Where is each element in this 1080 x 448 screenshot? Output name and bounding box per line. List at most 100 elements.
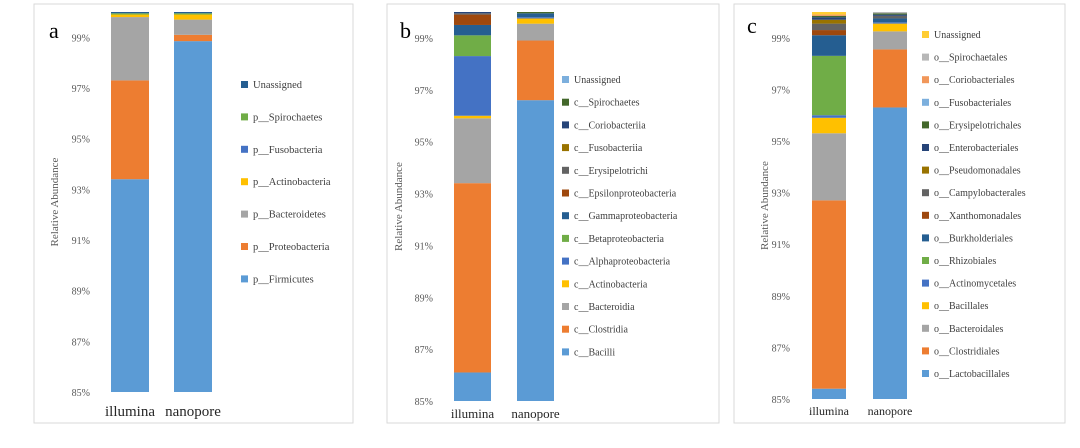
y-tick-label: 85% bbox=[772, 395, 790, 406]
bar-segment-nanopore-c-gammaproteobacteria bbox=[517, 13, 554, 18]
bar-segment-nanopore-p-proteobacteria bbox=[174, 34, 212, 42]
bar-segment-illumina-o-lactobacillales bbox=[812, 388, 846, 399]
bar-segment-nanopore-c-clostridia bbox=[517, 40, 554, 101]
legend-swatch-c-clostridia bbox=[562, 325, 569, 333]
y-tick-label: 97% bbox=[72, 84, 90, 95]
legend-swatch-o-actinomycetales bbox=[922, 279, 929, 287]
y-axis-title: Relative Abundance bbox=[49, 157, 61, 246]
bar-segment-nanopore-o-erysipelotrichales bbox=[873, 13, 907, 15]
y-tick-label: 89% bbox=[72, 287, 90, 298]
legend-label-c-gammaproteobacteria: c__Gammaproteobacteria bbox=[574, 211, 678, 222]
x-tick-label-illumina: illumina bbox=[451, 406, 495, 421]
chart-panel-c: c 85% 87% 89% 91% 93% 95% 97% 99% Relative Abunda… bbox=[733, 3, 1066, 424]
legend-swatch-c-bacteroidia bbox=[562, 303, 569, 310]
y-tick-label: 87% bbox=[72, 337, 90, 348]
bar-segment-illumina-o-rhizobiales bbox=[812, 55, 846, 116]
legend-swatch-o-xanthomonadales bbox=[922, 211, 929, 219]
legend-swatch-c-gammaproteobacteria bbox=[562, 212, 569, 220]
legend-swatch-c-fusobacteriia bbox=[562, 144, 569, 152]
bar-segment-illumina-o-actinomycetales bbox=[812, 115, 846, 118]
legend-label-c-erysipelotrichi: c__Erysipelotrichi bbox=[574, 166, 648, 177]
legend-label-c-clostridia: c__Clostridia bbox=[574, 325, 628, 336]
bar-segment-illumina-c-bacteroidia bbox=[454, 118, 491, 184]
y-tick-label: 93% bbox=[772, 189, 790, 200]
bar-segment-illumina-c-coriobacteriia bbox=[454, 12, 491, 14]
legend-label-unassigned: Unassigned bbox=[253, 80, 303, 91]
bar-segment-nanopore-p-firmicutes bbox=[174, 41, 212, 393]
legend-label-o-xanthomonadales: o__Xanthomonadales bbox=[934, 211, 1021, 222]
legend-swatch-c-spirochaetes bbox=[562, 98, 569, 106]
legend-swatch-p-bacteroidetes bbox=[241, 210, 248, 218]
bar-segment-illumina-c-clostridia bbox=[454, 183, 491, 373]
bar-segment-nanopore-o-lactobacillales bbox=[873, 107, 907, 400]
legend-swatch-c-betaproteobacteria bbox=[562, 234, 569, 242]
bar-segment-nanopore-o-clostridiales bbox=[873, 49, 907, 108]
legend-swatch-o-campylobacterales bbox=[922, 189, 929, 197]
y-axis-title: Relative Abundance bbox=[393, 162, 405, 251]
bar-segment-illumina-c-erysipelotrichi bbox=[454, 13, 491, 15]
legend-swatch-o-fusobacteriales bbox=[922, 98, 929, 106]
chart-panel-a: a 85% 87% 89% 91% 93% 95% 97% 99% Relative Abunda… bbox=[33, 3, 354, 424]
bar-segment-illumina-unassigned bbox=[111, 12, 149, 14]
y-tick-label: 89% bbox=[772, 292, 790, 303]
legend-swatch-p-actinobacteria bbox=[241, 178, 248, 186]
legend-label-c-betaproteobacteria: c__Betaproteobacteria bbox=[574, 234, 665, 245]
legend-swatch-c-actinobacteria bbox=[562, 280, 569, 288]
y-tick-label: 97% bbox=[415, 86, 433, 97]
legend-swatch-p-proteobacteria bbox=[241, 243, 248, 250]
legend-swatch-p-fusobacteria bbox=[241, 145, 248, 153]
bar-segment-illumina-p-bacteroidetes bbox=[111, 17, 149, 81]
legend-label-p-proteobacteria: p__Proteobacteria bbox=[253, 242, 330, 253]
bar-segment-nanopore-o-campylobacterales bbox=[873, 15, 907, 19]
y-tick-label: 95% bbox=[415, 138, 433, 149]
bar-segment-nanopore-o-actinomycetales bbox=[873, 22, 907, 24]
bar-segment-nanopore-o-burkholderiales bbox=[873, 18, 907, 23]
panel-letter: a bbox=[49, 18, 59, 43]
x-tick-label-nanopore: nanopore bbox=[511, 406, 560, 421]
legend-label-o-clostridiales: o__Clostridiales bbox=[934, 346, 1000, 357]
panel-letter: b bbox=[400, 18, 411, 43]
legend-label-o-burkholderiales: o__Burkholderiales bbox=[934, 233, 1013, 244]
y-tick-label: 87% bbox=[415, 345, 433, 356]
legend-label-o-campylobacterales: o__Campylobacterales bbox=[934, 188, 1026, 199]
y-tick-label: 95% bbox=[772, 137, 790, 148]
bar-segment-nanopore-p-actinobacteria bbox=[174, 14, 212, 20]
legend-swatch-o-coriobacteriales bbox=[922, 76, 929, 84]
legend-label-c-bacteroidia: c__Bacteroidia bbox=[574, 302, 635, 313]
legend-swatch-c-epsilonproteobacteria bbox=[562, 189, 569, 197]
bar-segment-illumina-o-campylobacterales bbox=[812, 23, 846, 31]
y-tick-label: 85% bbox=[72, 388, 90, 399]
bar-segment-illumina-o-coriobacteriales bbox=[812, 14, 846, 16]
legend-swatch-p-spirochaetes bbox=[241, 113, 248, 121]
x-tick-label-nanopore: nanopore bbox=[165, 404, 221, 420]
bar-segment-nanopore-o-enterobacteriales bbox=[873, 14, 907, 16]
bar-segment-nanopore-o-bacillales bbox=[873, 23, 907, 32]
bar-segment-illumina-o-bacillales bbox=[812, 117, 846, 134]
legend-swatch-o-clostridiales bbox=[922, 347, 929, 355]
bar-segment-illumina-unassigned bbox=[812, 12, 846, 15]
bar-segment-illumina-o-burkholderiales bbox=[812, 35, 846, 56]
bar-segment-illumina-p-spirochaetes bbox=[111, 13, 149, 15]
y-tick-label: 97% bbox=[772, 85, 790, 96]
legend-swatch-o-pseudomonadales bbox=[922, 166, 929, 174]
bar-segment-illumina-c-betaproteobacteria bbox=[454, 35, 491, 57]
legend-label-p-spirochaetes: p__Spirochaetes bbox=[253, 112, 322, 123]
bar-segment-illumina-o-xanthomonadales bbox=[812, 30, 846, 36]
y-tick-label: 99% bbox=[772, 34, 790, 45]
legend-label-c-coriobacteriia: c__Coriobacteriia bbox=[574, 120, 646, 131]
y-tick-label: 91% bbox=[72, 236, 90, 247]
y-tick-label: 85% bbox=[415, 397, 433, 408]
y-axis-title: Relative Abundance bbox=[759, 161, 771, 250]
legend-label-o-actinomycetales: o__Actinomycetales bbox=[934, 279, 1016, 290]
bar-segment-nanopore-p-spirochaetes bbox=[174, 13, 212, 15]
legend-label-o-enterobacteriales: o__Enterobacteriales bbox=[934, 143, 1019, 154]
bar-segment-illumina-o-bacteroidales bbox=[812, 133, 846, 201]
legend-swatch-c-erysipelotrichi bbox=[562, 166, 569, 174]
y-tick-label: 99% bbox=[415, 34, 433, 45]
legend-swatch-o-bacillales bbox=[922, 302, 929, 310]
y-tick-label: 91% bbox=[415, 241, 433, 252]
legend-swatch-unassigned bbox=[922, 31, 929, 38]
legend-label-c-actinobacteria: c__Actinobacteria bbox=[574, 279, 648, 290]
bar-segment-illumina-c-gammaproteobacteria bbox=[454, 24, 491, 36]
